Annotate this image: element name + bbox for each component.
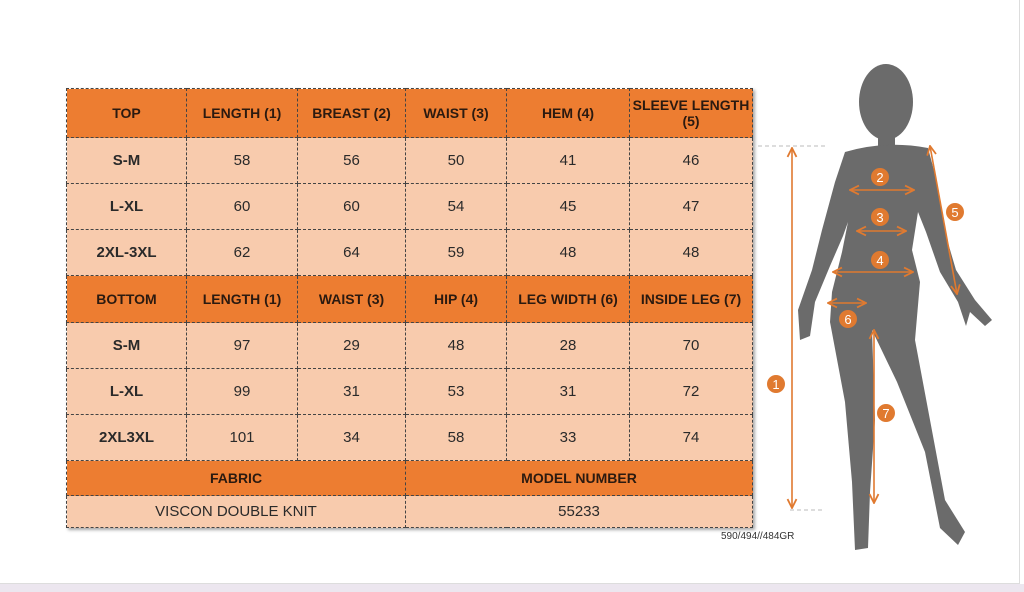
table-cell: 33 (506, 414, 630, 461)
marker-label: 4 (876, 253, 883, 268)
table-row: 2XL3XL 101 34 58 33 74 (66, 414, 753, 461)
size-chart-table: TOP LENGTH (1) BREAST (2) WAIST (3) HEM (4) S… (66, 88, 753, 528)
column-header: LENGTH (1) (186, 275, 298, 323)
table-cell: 47 (629, 183, 753, 230)
table-cell: 70 (629, 322, 753, 369)
marker-6 (839, 310, 857, 328)
column-header: WAIST (3) (405, 88, 507, 138)
table-cell: 58 (186, 137, 298, 184)
table-cell: 53 (405, 368, 507, 415)
size-label: L-XL (66, 183, 187, 230)
table-cell: 48 (405, 322, 507, 369)
marker-1 (767, 375, 785, 393)
table-cell: 28 (506, 322, 630, 369)
bottom-strip (0, 584, 1024, 592)
marker-label: 5 (951, 205, 958, 220)
silhouette (798, 64, 992, 551)
table-cell: 46 (629, 137, 753, 184)
size-label: 2XL3XL (66, 414, 187, 461)
marker-4 (871, 251, 889, 269)
marker-label: 2 (876, 170, 883, 185)
marker-label: 6 (844, 312, 851, 327)
table-row: BOTTOM LENGTH (1) WAIST (3) HIP (4) LEG WIDT… (66, 275, 753, 323)
table-cell: 101 (186, 414, 298, 461)
table-cell: 97 (186, 322, 298, 369)
fabric-value: VISCON DOUBLE KNIT (66, 495, 406, 528)
table-cell: 54 (405, 183, 507, 230)
model-number-value: 55233 (405, 495, 753, 528)
marker-label: 3 (876, 210, 883, 225)
column-header: TOP (66, 88, 187, 138)
table-cell: 34 (297, 414, 406, 461)
table-row: S-M 58 56 50 41 46 (66, 137, 753, 184)
marker-label: 7 (882, 406, 889, 421)
table-row: S-M 97 29 48 28 70 (66, 322, 753, 369)
column-header: SLEEVE LENGTH (5) (629, 88, 753, 138)
table-cell: 72 (629, 368, 753, 415)
fabric-header: FABRIC (66, 460, 406, 496)
table-cell: 74 (629, 414, 753, 461)
table-row: L-XL 99 31 53 31 72 (66, 368, 753, 415)
column-header: INSIDE LEG (7) (629, 275, 753, 323)
table-row: FABRIC MODEL NUMBER (66, 460, 753, 496)
marker-2 (871, 168, 889, 186)
size-label: 2XL-3XL (66, 229, 187, 276)
product-code: 590/494//484GR (721, 531, 795, 542)
table-cell: 59 (405, 229, 507, 276)
table-cell: 31 (297, 368, 406, 415)
column-header: BOTTOM (66, 275, 187, 323)
table-cell: 48 (506, 229, 630, 276)
table-cell: 41 (506, 137, 630, 184)
column-header: HIP (4) (405, 275, 507, 323)
size-label: S-M (66, 322, 187, 369)
table-cell: 45 (506, 183, 630, 230)
table-row: L-XL 60 60 54 45 47 (66, 183, 753, 230)
marker-label: 1 (772, 377, 779, 392)
marker-7 (877, 404, 895, 422)
table-cell: 31 (506, 368, 630, 415)
table-cell: 58 (405, 414, 507, 461)
table-cell: 99 (186, 368, 298, 415)
arrow-sleeve (930, 146, 957, 294)
column-header: WAIST (3) (297, 275, 406, 323)
column-header: LEG WIDTH (6) (506, 275, 630, 323)
model-number-header: MODEL NUMBER (405, 460, 753, 496)
marker-5 (946, 203, 964, 221)
table-row: VISCON DOUBLE KNIT 55233 (66, 495, 753, 528)
marker-3 (871, 208, 889, 226)
table-cell: 29 (297, 322, 406, 369)
table-cell: 56 (297, 137, 406, 184)
